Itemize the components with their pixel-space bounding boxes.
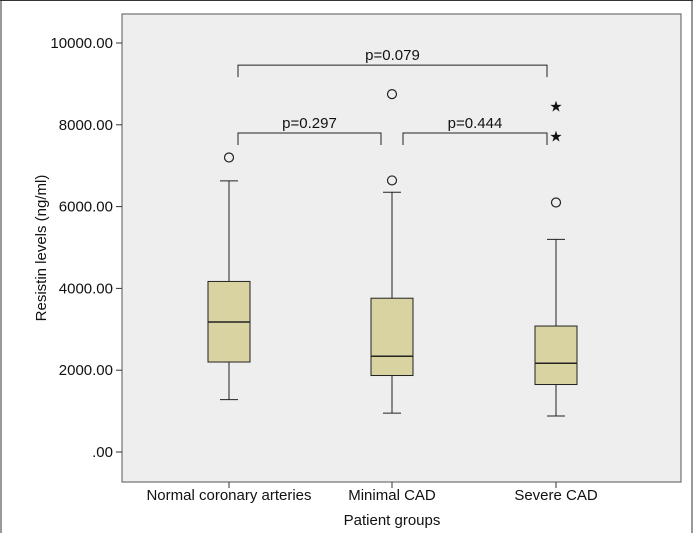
box-iqr [534, 325, 578, 386]
p-value-label: p=0.444 [448, 115, 503, 132]
y-axis-title: Resistin levels (ng/ml) [33, 175, 50, 322]
p-value-label: p=0.297 [282, 115, 337, 132]
significance-bracket [237, 64, 548, 78]
y-tick-label: 4000.00 [59, 280, 113, 297]
y-tick-label: .00 [92, 444, 113, 461]
outlier-point [386, 175, 398, 186]
y-tick-label: 8000.00 [59, 117, 113, 134]
outlier-point [550, 197, 562, 208]
x-tick-label: Severe CAD [514, 487, 598, 504]
significance-bracket [402, 132, 548, 145]
x-axis-title: Patient groups [344, 512, 441, 529]
extreme-star-point: ★ [549, 98, 562, 115]
significance-bracket [237, 132, 382, 145]
x-tick-label: Minimal CAD [348, 487, 436, 504]
outlier-point [223, 152, 235, 163]
y-tick-label: 6000.00 [59, 199, 113, 216]
box-iqr [370, 297, 414, 377]
outlier-point [386, 89, 398, 100]
plot-area [121, 13, 682, 483]
p-value-label: p=0.079 [365, 47, 420, 64]
y-tick-label: 2000.00 [59, 362, 113, 379]
extreme-star-point: ★ [549, 128, 562, 145]
y-tick-label: 10000.00 [50, 35, 113, 52]
x-tick-label: Normal coronary arteries [146, 487, 311, 504]
